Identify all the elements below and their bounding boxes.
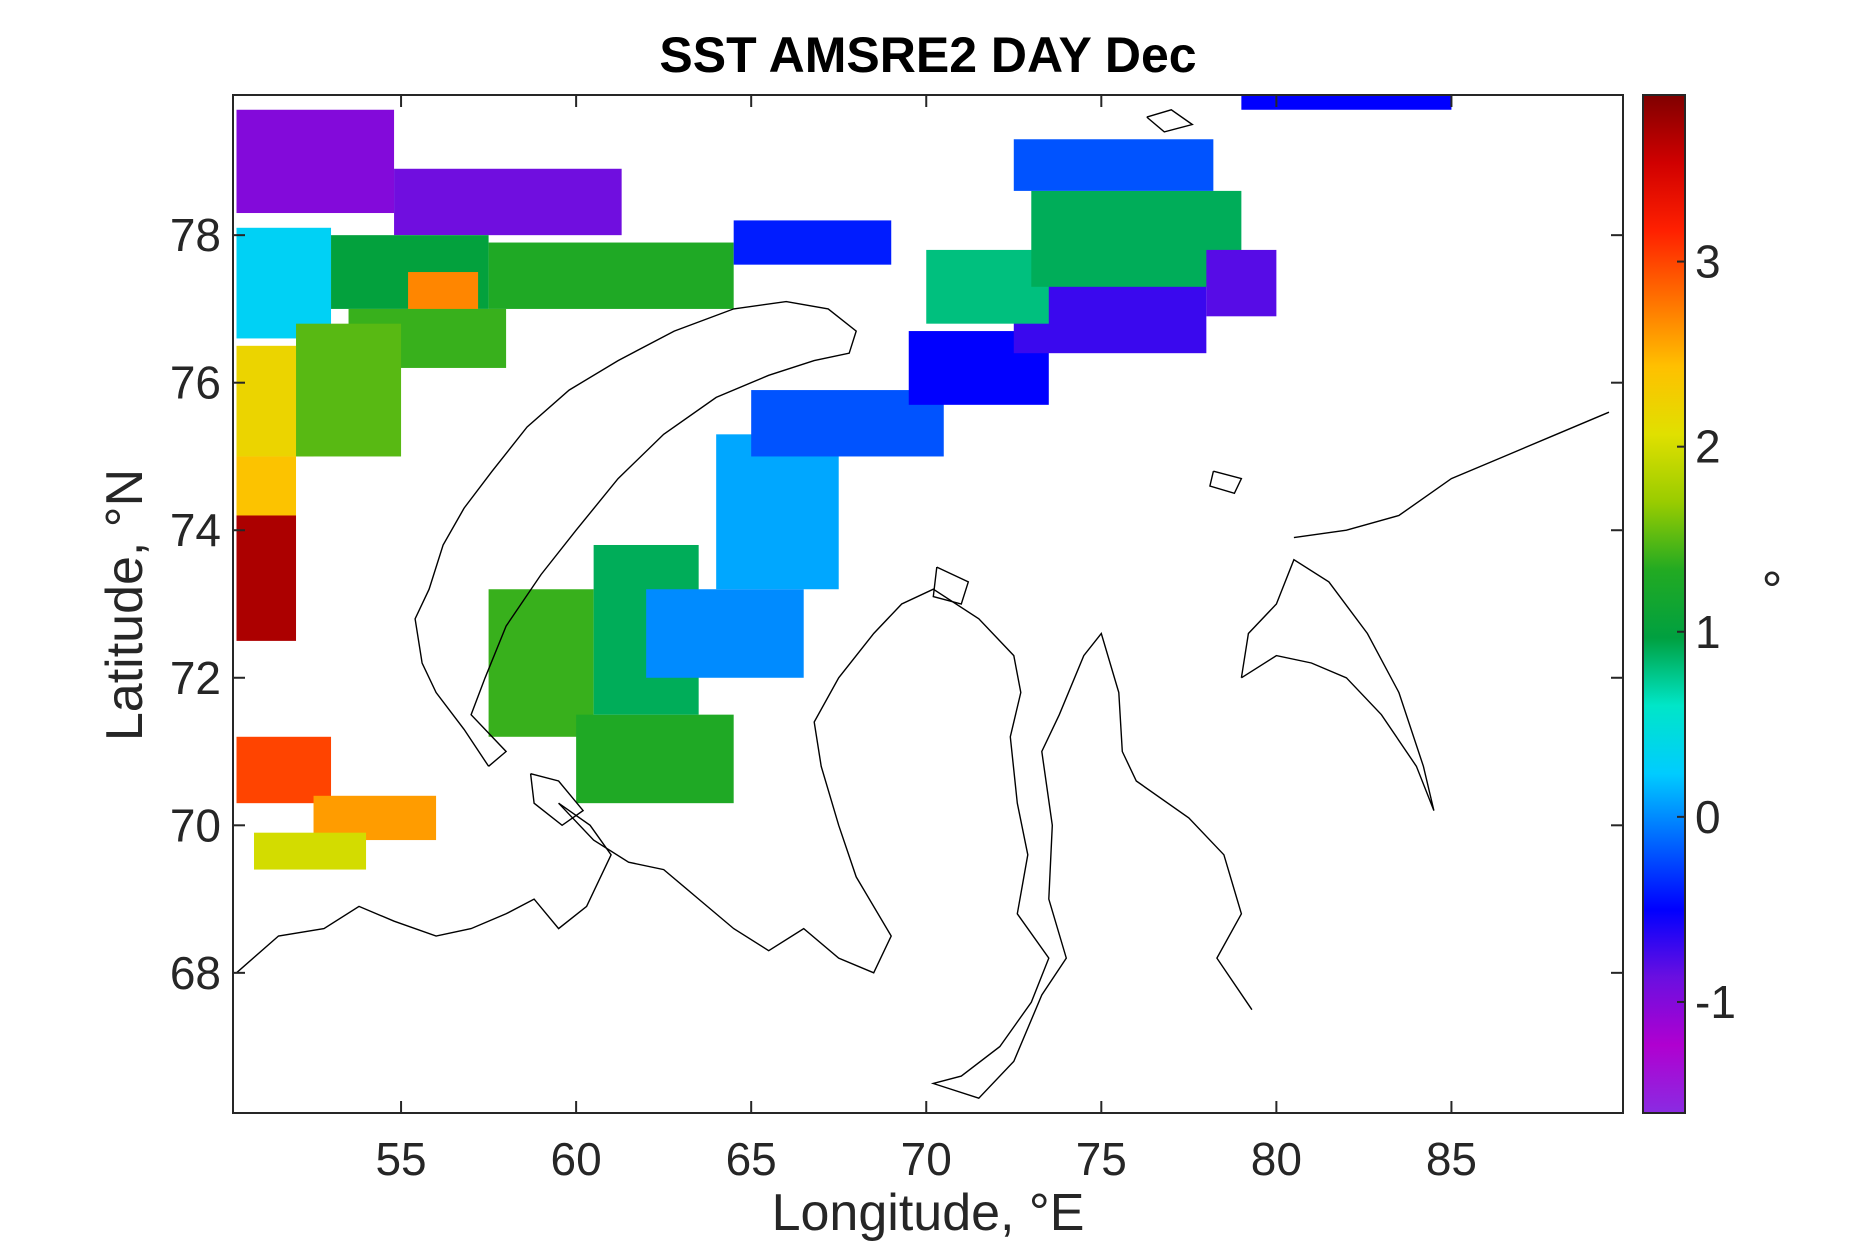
colorbar-tick-label: 0	[1695, 791, 1721, 843]
sst-patch	[733, 220, 892, 265]
sst-heatmap	[236, 95, 1452, 870]
sst-patch	[296, 323, 402, 457]
x-tick-label: 75	[1076, 1133, 1127, 1185]
sst-patch	[236, 736, 332, 804]
coastline	[1146, 109, 1194, 133]
chart-title: SST AMSRE2 DAY Dec	[659, 27, 1196, 83]
x-tick-label: 70	[901, 1133, 952, 1185]
x-tick-label: 60	[551, 1133, 602, 1185]
sst-patch	[576, 714, 734, 804]
colorbar-tick-label: 3	[1695, 236, 1721, 288]
sst-patch	[488, 242, 734, 309]
coastline	[529, 773, 585, 827]
coastline	[558, 588, 1253, 1100]
y-axis-label: Latitude, °N	[96, 469, 154, 741]
sst-patch	[1013, 139, 1214, 191]
colorbar-tick-label: 1	[1695, 606, 1721, 658]
sst-patch	[254, 832, 367, 870]
y-tick-label: 72	[170, 652, 221, 704]
coastline	[1240, 558, 1435, 811]
sst-patch	[236, 227, 332, 339]
sst-patch	[236, 515, 297, 641]
colorbar-tick-label: 2	[1695, 421, 1721, 473]
y-tick-label: 76	[170, 357, 221, 409]
sst-patch	[236, 456, 297, 516]
colorbar-label: °	[1762, 562, 1783, 620]
colorbar-tick-label: -1	[1695, 976, 1736, 1028]
coastline	[414, 300, 858, 767]
coastline	[1209, 470, 1243, 495]
y-tick-label: 74	[170, 504, 221, 556]
x-tick-label: 80	[1251, 1133, 1302, 1185]
sst-patch	[646, 589, 804, 678]
sst-patch	[236, 109, 395, 214]
colorbar	[1642, 94, 1686, 1114]
sst-patch	[1241, 95, 1452, 110]
coastline	[236, 802, 612, 974]
coastline-map	[236, 109, 1610, 1100]
sst-patch	[926, 249, 1049, 324]
sst-patch	[394, 168, 622, 236]
y-tick-label: 70	[170, 799, 221, 851]
x-tick-label: 85	[1426, 1133, 1477, 1185]
plot-frame	[232, 94, 1624, 1114]
x-tick-label: 55	[375, 1133, 426, 1185]
coastline	[1293, 411, 1610, 539]
coastline	[932, 566, 970, 605]
sst-patch	[716, 434, 839, 590]
y-tick-label: 68	[170, 947, 221, 999]
axes: 55 60 65 70 75 80 85 68 70 72 74 76 78	[170, 95, 1623, 1185]
colorbar-axis: -1 0 1 2 3	[1677, 236, 1736, 1028]
y-tick-label: 78	[170, 209, 221, 261]
x-tick-label: 65	[726, 1133, 777, 1185]
sst-patch	[488, 589, 594, 737]
sst-patch	[1206, 249, 1277, 317]
x-axis-label: Longitude, °E	[772, 1184, 1085, 1242]
